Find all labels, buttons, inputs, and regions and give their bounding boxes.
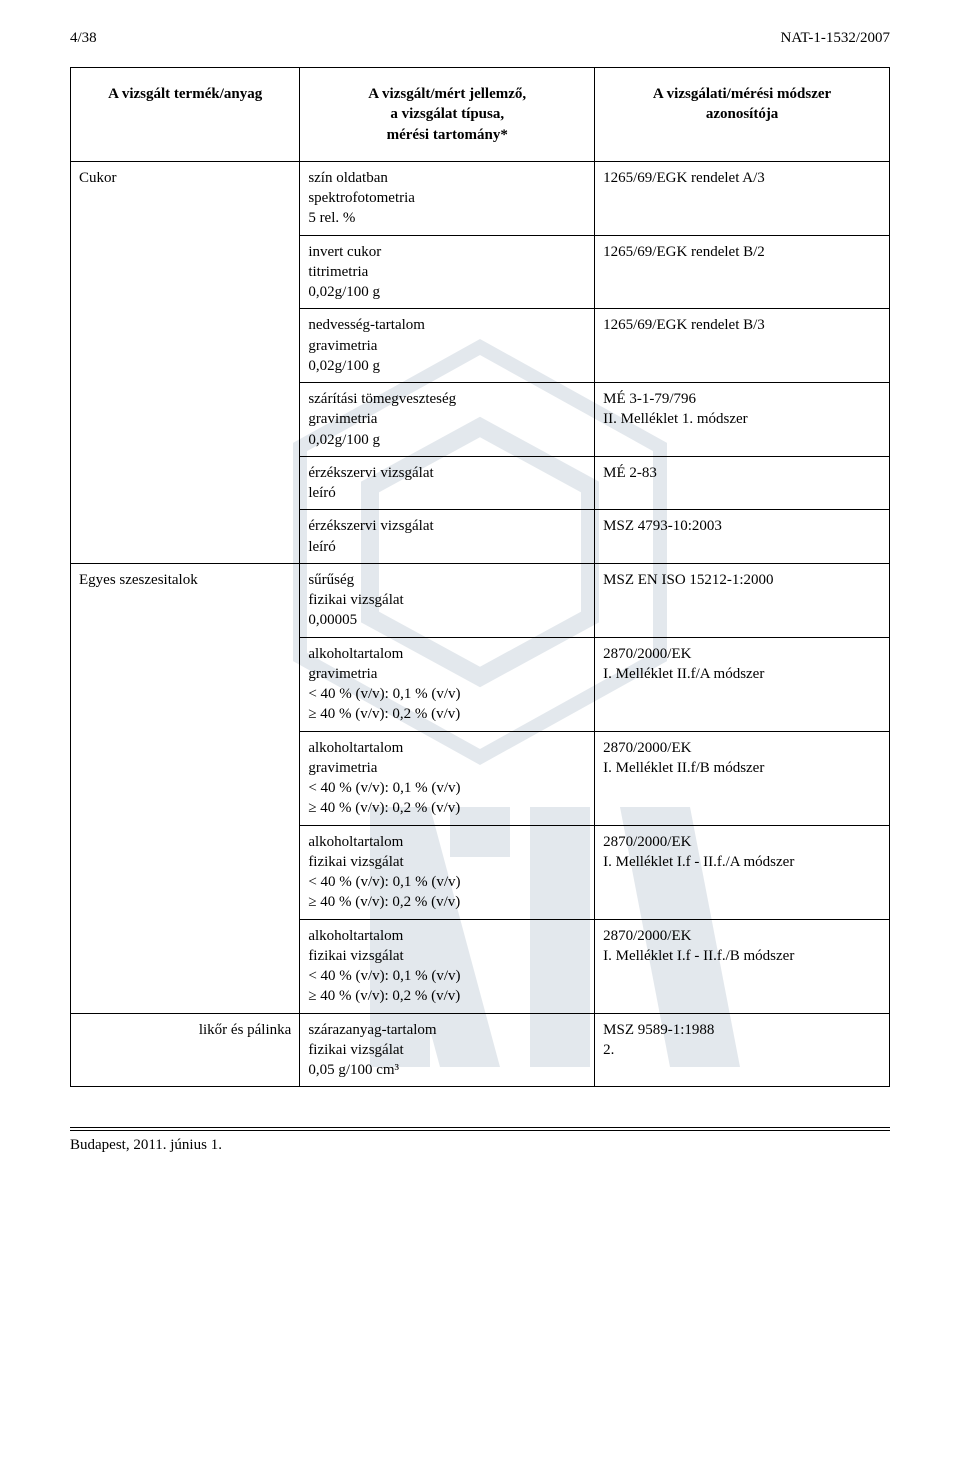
specification-table: A vizsgált termék/anyag A vizsgált/mért … [70, 67, 890, 1087]
cell-characteristic: érzékszervi vizsgálatleíró [300, 510, 595, 564]
cell-characteristic: érzékszervi vizsgálatleíró [300, 456, 595, 510]
cell-method: 2870/2000/EK I. Melléklet II.f/A módszer [595, 637, 890, 731]
cell-method: 2870/2000/EK I. Melléklet I.f - II.f./A … [595, 825, 890, 919]
cell-characteristic: nedvesség-tartalomgravimetria0,02g/100 g [300, 309, 595, 383]
cell-method: MSZ 9589-1:1988 2. [595, 1013, 890, 1087]
table-row: Cukor szín oldatbanspektrofotometria5 re… [71, 161, 890, 235]
cell-characteristic: alkoholtartalomfizikai vizsgálat< 40 % (… [300, 919, 595, 1013]
cell-characteristic: szárazanyag-tartalomfizikai vizsgálat0,0… [300, 1013, 595, 1087]
cell-characteristic: szín oldatbanspektrofotometria5 rel. % [300, 161, 595, 235]
cell-characteristic: alkoholtartalomgravimetria< 40 % (v/v): … [300, 637, 595, 731]
cell-method: MSZ EN ISO 15212-1:2000 [595, 563, 890, 637]
cell-method: 2870/2000/EK I. Melléklet I.f - II.f./B … [595, 919, 890, 1013]
cell-product: Egyes szeszesitalok [71, 563, 300, 1013]
cell-method: MSZ 4793-10:2003 [595, 510, 890, 564]
cell-method: MÉ 3-1-79/796 II. Melléklet 1. módszer [595, 383, 890, 457]
cell-characteristic: sűrűségfizikai vizsgálat0,00005 [300, 563, 595, 637]
cell-characteristic: invert cukortitrimetria0,02g/100 g [300, 235, 595, 309]
doc-reference: NAT-1-1532/2007 [781, 30, 890, 47]
col-header-method: A vizsgálati/mérési módszerazonosítója [595, 68, 890, 162]
cell-product: Cukor [71, 161, 300, 563]
cell-product-sub: likőr és pálinka [71, 1013, 300, 1087]
footer-date: Budapest, 2011. június 1. [70, 1131, 890, 1154]
cell-characteristic: szárítási tömegveszteséggravimetria0,02g… [300, 383, 595, 457]
cell-method: 1265/69/EGK rendelet B/3 [595, 309, 890, 383]
cell-method: 1265/69/EGK rendelet A/3 [595, 161, 890, 235]
table-row: Egyes szeszesitalok sűrűségfizikai vizsg… [71, 563, 890, 637]
cell-method: 2870/2000/EK I. Melléklet II.f/B módszer [595, 731, 890, 825]
page-number: 4/38 [70, 30, 97, 47]
col-header-characteristic: A vizsgált/mért jellemző,a vizsgálat típ… [300, 68, 595, 162]
cell-characteristic: alkoholtartalomfizikai vizsgálat< 40 % (… [300, 825, 595, 919]
cell-characteristic: alkoholtartalomgravimetria< 40 % (v/v): … [300, 731, 595, 825]
col-header-product: A vizsgált termék/anyag [71, 68, 300, 162]
cell-method: 1265/69/EGK rendelet B/2 [595, 235, 890, 309]
table-row: likőr és pálinka szárazanyag-tartalomfiz… [71, 1013, 890, 1087]
cell-method: MÉ 2-83 [595, 456, 890, 510]
